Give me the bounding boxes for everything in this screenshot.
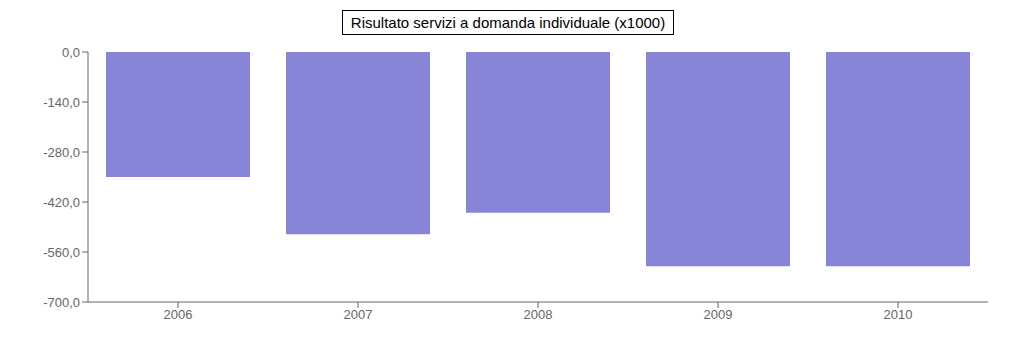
- svg-text:-560,0: -560,0: [43, 245, 80, 260]
- svg-text:-700,0: -700,0: [43, 295, 80, 310]
- html-text:Risultato servizi a domanda in: Risultato servizi a domanda individuale …: [350, 14, 666, 31]
- svg-text:2007: 2007: [344, 307, 373, 322]
- svg-text:2008: 2008: [524, 307, 553, 322]
- svg-text:0,0: 0,0: [62, 45, 80, 60]
- svg-text:-420,0: -420,0: [43, 195, 80, 210]
- svg-text:2010: 2010: [884, 307, 913, 322]
- svg-text:2006: 2006: [164, 307, 193, 322]
- svg-text:2009: 2009: [704, 307, 733, 322]
- svg-text:-140,0: -140,0: [43, 95, 80, 110]
- svg-text:-280,0: -280,0: [43, 145, 80, 160]
